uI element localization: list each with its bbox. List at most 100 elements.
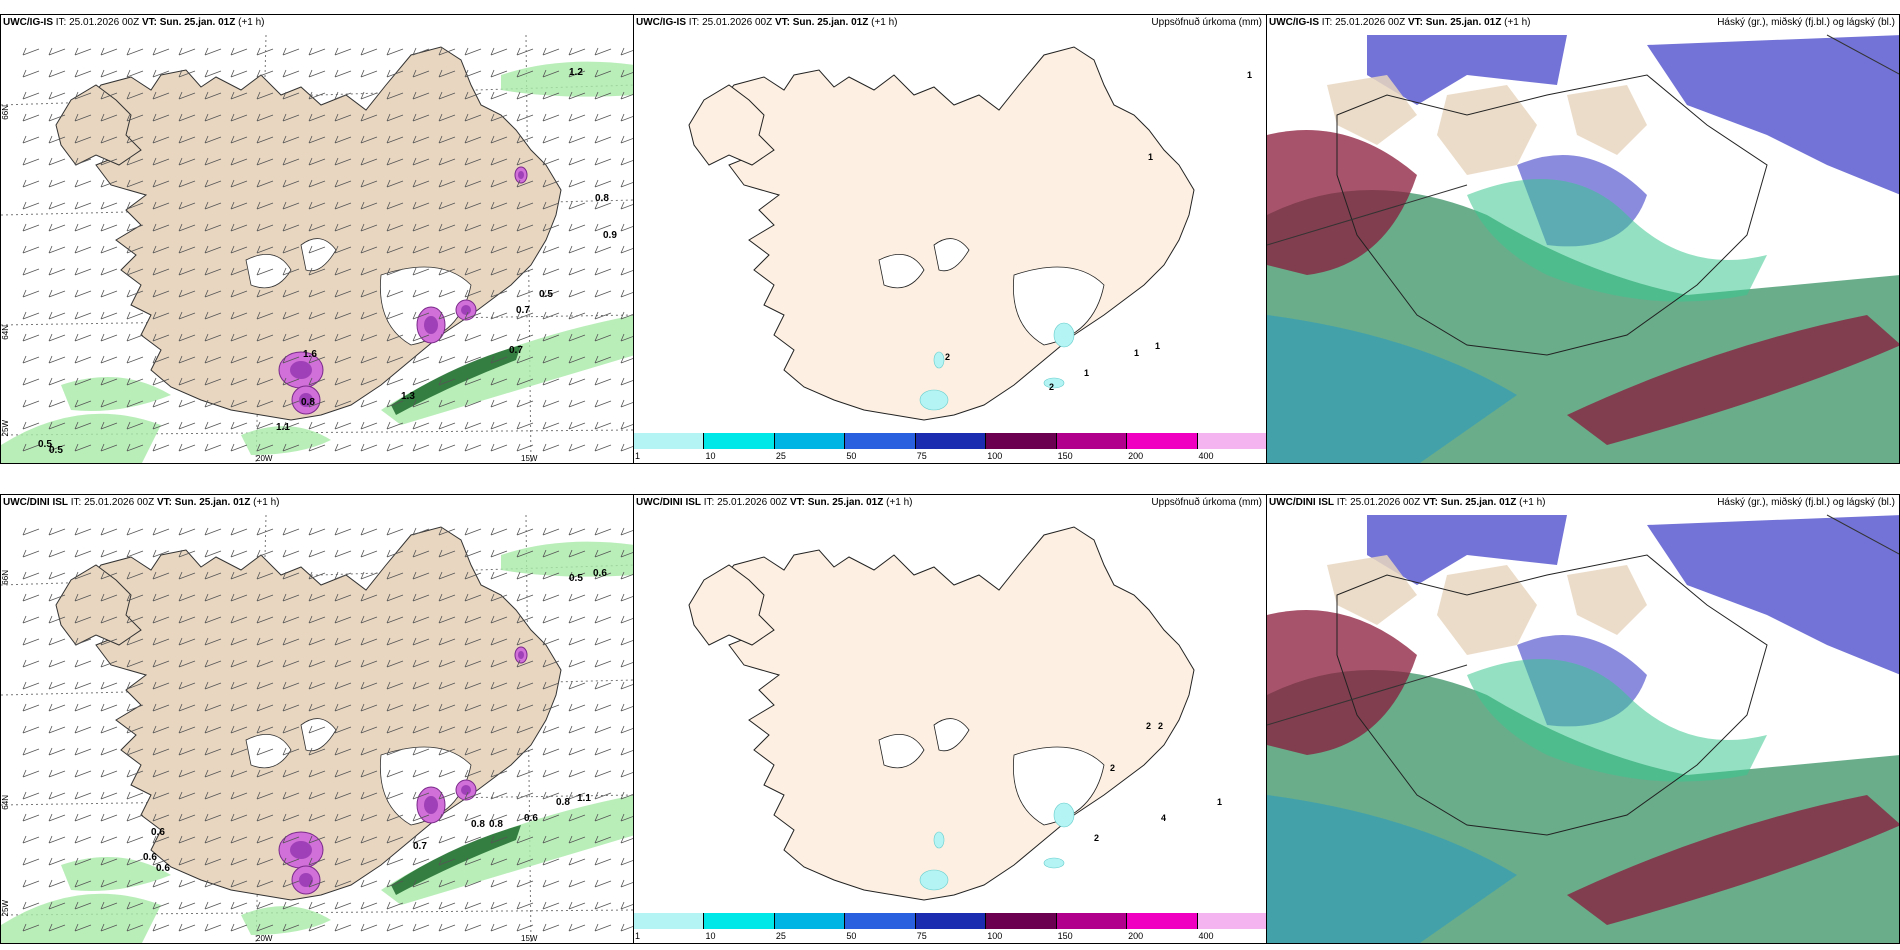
lat-label-66n: 66N <box>1 105 10 120</box>
cloud-map <box>1267 34 1899 463</box>
colorbar-swatch <box>1127 433 1198 449</box>
precip-value-label: 2 <box>1110 763 1116 773</box>
colorbar-swatch <box>634 433 705 449</box>
colorbar-swatch <box>986 433 1057 449</box>
wind-value-label: 1.6 <box>303 349 317 360</box>
wind-map <box>1 34 633 463</box>
colorbar-swatch <box>1056 913 1128 929</box>
wind-value-label: 1.1 <box>577 793 591 804</box>
panel-header: UWC/DINI ISL IT: 25.01.2026 00Z VT: Sun.… <box>1269 497 1546 508</box>
colorbar-label: 400 <box>1198 451 1214 461</box>
colorbar-swatch <box>704 433 775 449</box>
lat-label-64n: 64N <box>1 795 10 810</box>
colorbar-label: 100 <box>987 451 1003 461</box>
wind-value-label: 0.8 <box>556 797 570 808</box>
colorbar-label: 10 <box>705 451 716 461</box>
wind-value-label: 0.8 <box>471 819 485 830</box>
precip-value-label: 2 <box>1146 721 1152 731</box>
colorbar-label: 150 <box>1057 451 1073 461</box>
panel-cloud-row2: UWC/DINI ISL IT: 25.01.2026 00Z VT: Sun.… <box>1266 494 1900 944</box>
panel-precip-row1: UWC/IG-IS IT: 25.01.2026 00Z VT: Sun. 25… <box>633 14 1267 464</box>
precip-value-label: 1 <box>1155 341 1161 351</box>
lon-label-15w: 15W <box>521 454 538 463</box>
cloud-map <box>1267 514 1899 943</box>
colorbar-label: 200 <box>1128 451 1144 461</box>
colorbar-swatch <box>634 913 705 929</box>
precip-value-label: 1 <box>1247 70 1253 80</box>
colorbar-label: 1 <box>635 451 641 461</box>
lat-label-66n: 66N <box>1 570 10 585</box>
wind-value-label: 1.2 <box>569 67 583 78</box>
wind-value-label: 0.6 <box>593 568 607 579</box>
colorbar-label: 150 <box>1057 931 1073 941</box>
wind-value-label: 0.7 <box>509 345 523 356</box>
precip-value-label: 2 <box>945 352 951 362</box>
wind-value-label: 1.1 <box>276 422 290 433</box>
lon-label-25w: 25W <box>1 900 10 917</box>
precip-value-label: 2 <box>1049 382 1055 392</box>
colorbar-label: 200 <box>1128 931 1144 941</box>
wind-value-label: 0.7 <box>413 841 427 852</box>
precip-map <box>688 46 1195 421</box>
colorbar-label: 75 <box>916 931 927 941</box>
precip-colorbar: 1 10 25 50 75 100 150 200 400 <box>634 913 1266 943</box>
colorbar-label: 100 <box>987 931 1003 941</box>
panel-wind-row1: UWC/IG-IS IT: 25.01.2026 00Z VT: Sun. 25… <box>0 14 634 464</box>
lon-label-20w: 20W <box>256 454 273 463</box>
colorbar-swatch <box>845 913 916 929</box>
colorbar-swatch <box>1056 433 1128 449</box>
colorbar-swatch <box>704 913 775 929</box>
wind-value-label: 0.7 <box>516 305 530 316</box>
colorbar-swatch <box>845 433 916 449</box>
wind-value-label: 1.3 <box>401 391 415 402</box>
precip-title: Uppsöfnuð úrkoma (mm) <box>1151 17 1262 28</box>
lon-label-15w: 15W <box>521 934 538 943</box>
panel-header: UWC/IG-IS IT: 25.01.2026 00Z VT: Sun. 25… <box>3 17 265 28</box>
colorbar-label: 25 <box>775 451 786 461</box>
wind-value-label: 0.6 <box>524 813 538 824</box>
wind-value-label: 0.6 <box>151 827 165 838</box>
panel-cloud-row1: UWC/IG-IS IT: 25.01.2026 00Z VT: Sun. 25… <box>1266 14 1900 464</box>
precip-value-label: 1 <box>1134 348 1140 358</box>
colorbar-label: 50 <box>846 931 857 941</box>
colorbar-label: 25 <box>775 931 786 941</box>
colorbar-swatch <box>915 433 987 449</box>
panel-wind-row2: UWC/DINI ISL IT: 25.01.2026 00Z VT: Sun.… <box>0 494 634 944</box>
cloud-title: Háský (gr.), miðský (fj.bl.) og lágský (… <box>1717 17 1895 28</box>
precip-value-label: 1 <box>1217 797 1223 807</box>
colorbar-swatch <box>1197 913 1266 929</box>
colorbar-label: 1 <box>635 931 641 941</box>
colorbar-label: 400 <box>1198 931 1214 941</box>
panel-precip-row2: UWC/DINI ISL IT: 25.01.2026 00Z VT: Sun.… <box>633 494 1267 944</box>
precip-title: Uppsöfnuð úrkoma (mm) <box>1151 497 1262 508</box>
wind-value-label: 0.5 <box>49 445 63 456</box>
colorbar-swatch <box>774 433 846 449</box>
lat-label-64n: 64N <box>1 325 10 340</box>
wind-map <box>1 514 633 943</box>
colorbar-label: 10 <box>705 931 716 941</box>
cloud-title: Háský (gr.), miðský (fj.bl.) og lágský (… <box>1717 497 1895 508</box>
precip-value-label: 4 <box>1161 813 1167 823</box>
lon-label-25w: 25W <box>1 420 10 437</box>
colorbar-swatch <box>986 913 1057 929</box>
wind-value-label: 0.8 <box>489 819 503 830</box>
wind-value-label: 0.5 <box>539 289 553 300</box>
lon-label-20w: 20W <box>256 934 273 943</box>
wind-value-label: 0.5 <box>38 439 52 450</box>
colorbar-swatch <box>915 913 987 929</box>
precip-value-label: 2 <box>1094 833 1100 843</box>
precip-value-label: 1 <box>1084 368 1090 378</box>
wind-value-label: 0.8 <box>301 397 315 408</box>
panel-header: UWC/DINI ISL IT: 25.01.2026 00Z VT: Sun.… <box>636 497 913 508</box>
colorbar-swatch <box>1197 433 1266 449</box>
colorbar-swatch <box>774 913 846 929</box>
colorbar-label: 75 <box>916 451 927 461</box>
precip-value-label: 2 <box>1158 721 1164 731</box>
precip-map <box>688 526 1195 901</box>
colorbar-swatch <box>1127 913 1198 929</box>
precip-colorbar: 1 10 25 50 75 100 150 200 400 <box>634 433 1266 463</box>
precip-value-label: 1 <box>1148 152 1154 162</box>
wind-value-label: 0.5 <box>569 573 583 584</box>
panel-header: UWC/IG-IS IT: 25.01.2026 00Z VT: Sun. 25… <box>1269 17 1531 28</box>
panel-header: UWC/DINI ISL IT: 25.01.2026 00Z VT: Sun.… <box>3 497 280 508</box>
